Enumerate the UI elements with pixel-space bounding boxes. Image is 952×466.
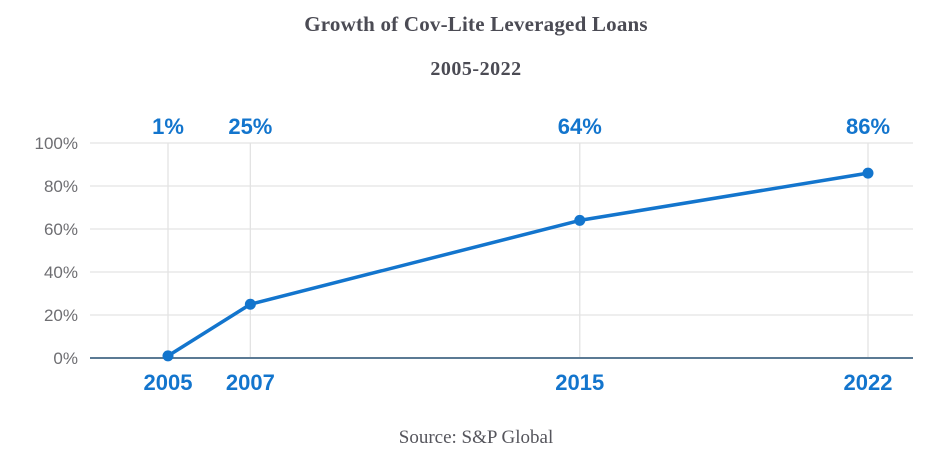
y-tick-label: 60%: [44, 220, 78, 239]
data-point: [574, 214, 586, 226]
data-series-line: [166, 171, 870, 358]
y-tick-label: 100%: [35, 134, 78, 153]
data-point: [244, 298, 256, 310]
y-tick-label: 40%: [44, 263, 78, 282]
data-point-label: 86%: [846, 114, 890, 139]
y-tick-label: 80%: [44, 177, 78, 196]
chart-title: Growth of Cov-Lite Leveraged Loans: [304, 12, 648, 36]
x-tick-label: 2022: [844, 370, 893, 395]
data-point: [162, 350, 174, 362]
data-point-label: 64%: [558, 114, 602, 139]
data-point-label: 1%: [152, 114, 184, 139]
y-tick-label: 0%: [53, 349, 78, 368]
x-tick-label: 2005: [144, 370, 193, 395]
data-point-label: 25%: [228, 114, 272, 139]
y-tick-label: 20%: [44, 306, 78, 325]
x-tick-label: 2015: [555, 370, 604, 395]
line-chart: 0% 20% 40% 60% 80% 100% 1% 2005 25% 2007 64% 2015 86…: [35, 114, 913, 395]
data-point: [862, 167, 874, 179]
source-caption: Source: S&P Global: [398, 427, 554, 448]
chart-subtitle: 2005-2022: [430, 58, 522, 80]
x-tick-label: 2007: [226, 370, 275, 395]
